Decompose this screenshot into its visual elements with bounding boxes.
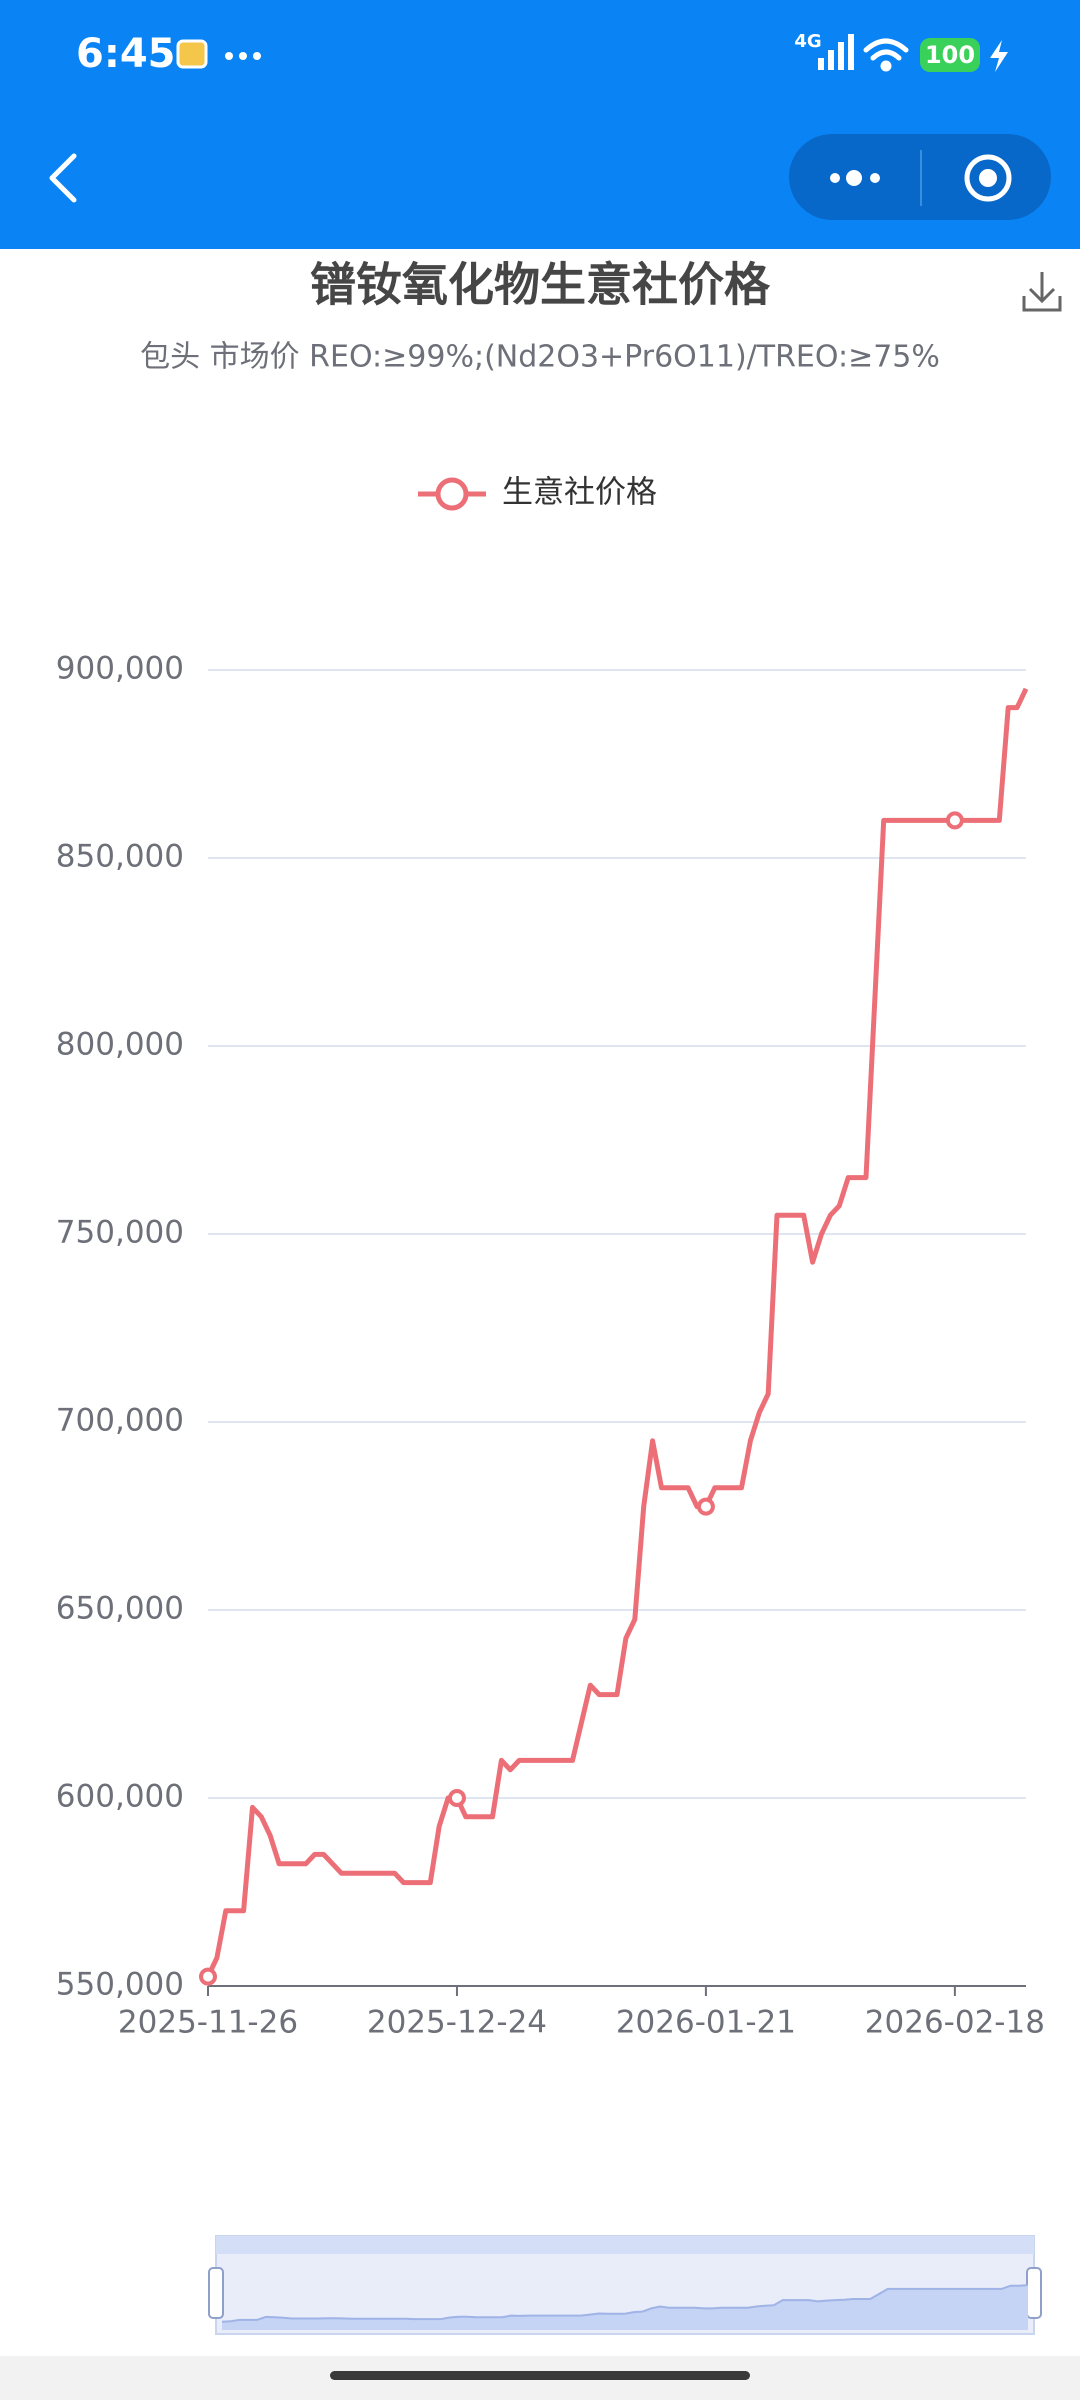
- y-tick-label: 600,000: [56, 1779, 184, 1815]
- download-button[interactable]: [1022, 272, 1062, 312]
- more-dots: [225, 52, 261, 60]
- x-tick-label: 2026-02-18: [865, 2005, 1045, 2041]
- point-marker: [696, 1497, 715, 1516]
- point-marker: [447, 1789, 466, 1807]
- menu-button[interactable]: [830, 170, 880, 186]
- point-marker: [199, 1967, 217, 1986]
- wifi-icon: [863, 38, 909, 72]
- y-tick-label: 650,000: [56, 1591, 184, 1627]
- y-tick-label: 700,000: [56, 1403, 184, 1439]
- back-button[interactable]: [49, 153, 77, 203]
- zoom-handle-right[interactable]: [1026, 2267, 1042, 2319]
- point-marker: [945, 811, 964, 830]
- chart-subtitle: 包头 市场价 REO:≥99%;(Nd2O3+Pr6O11)/TREO:≥75%: [140, 340, 940, 375]
- y-tick-label: 900,000: [56, 651, 184, 687]
- app-icon: [176, 39, 208, 69]
- chart-title: 镨钕氧化物生意社价格: [310, 258, 771, 312]
- x-tick-label: 2025-11-26: [118, 2005, 298, 2041]
- signal-icon: [818, 34, 854, 70]
- x-tick-label: 2026-01-21: [616, 2005, 796, 2041]
- zoom-handle-bar[interactable]: [216, 2236, 1034, 2254]
- charging-icon: [990, 40, 1008, 72]
- legend: 生意社价格: [418, 475, 657, 511]
- zoom-handle-left[interactable]: [208, 2267, 224, 2319]
- battery-level: 100: [925, 41, 975, 69]
- price-line: [205, 687, 1029, 1978]
- y-tick-label: 750,000: [56, 1215, 184, 1251]
- close-button[interactable]: [964, 154, 1012, 202]
- x-tick-label: 2025-12-24: [367, 2005, 547, 2041]
- y-tick-label: 550,000: [56, 1967, 184, 2003]
- y-tick-label: 800,000: [56, 1027, 184, 1063]
- legend-label: 生意社价格: [502, 475, 657, 511]
- y-tick-label: 850,000: [56, 839, 184, 875]
- legend-marker: [435, 477, 469, 511]
- zoom-preview-line: [221, 2284, 1029, 2323]
- battery: [920, 38, 980, 72]
- zoom-preview-area: [222, 2285, 1028, 2330]
- network-type: 4G: [794, 31, 821, 52]
- status-time: 6:45: [76, 31, 176, 77]
- home-indicator: [330, 2371, 750, 2380]
